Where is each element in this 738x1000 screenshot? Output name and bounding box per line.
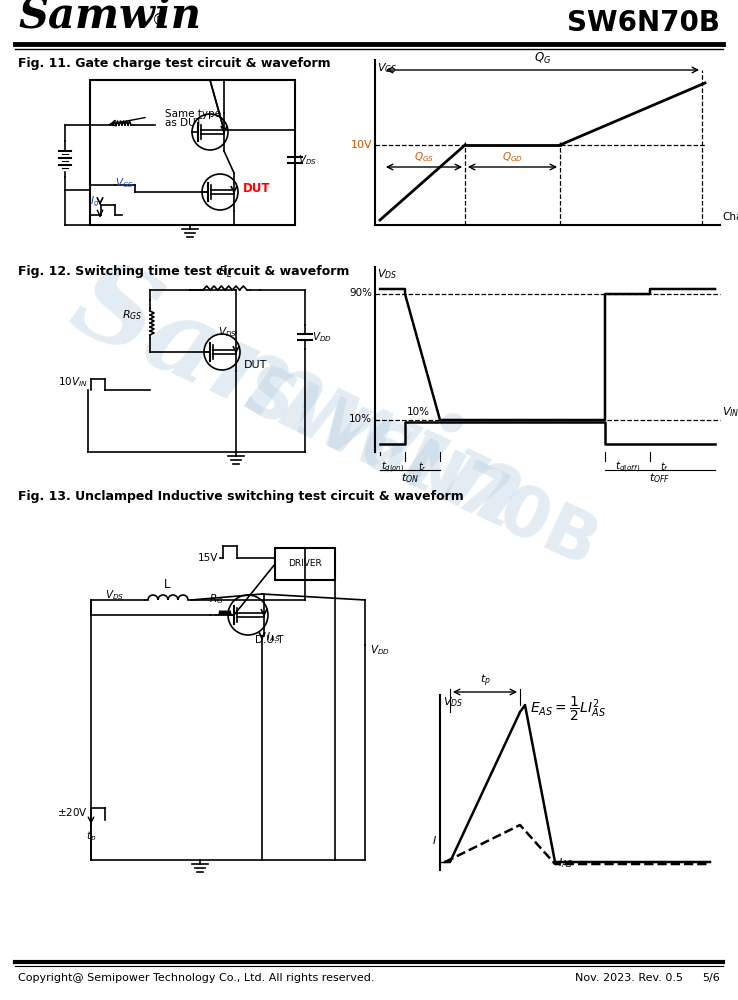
Text: Charge(nC): Charge(nC) [722, 212, 738, 222]
Text: $I_{AS}$: $I_{AS}$ [266, 630, 280, 644]
Text: $Q_G$: $Q_G$ [534, 51, 551, 66]
Text: $R_G$: $R_G$ [209, 592, 223, 606]
Text: Fig. 12. Switching time test circuit & waveform: Fig. 12. Switching time test circuit & w… [18, 265, 349, 278]
Text: $I_{AS}$: $I_{AS}$ [558, 856, 573, 870]
Text: $V_{DS}$: $V_{DS}$ [377, 267, 397, 281]
Circle shape [192, 114, 228, 150]
Text: $t_{d(on)}$: $t_{d(on)}$ [381, 460, 404, 475]
Text: $V_{DS}$: $V_{DS}$ [218, 325, 237, 339]
Text: $10V_{IN}$: $10V_{IN}$ [58, 375, 88, 389]
Text: 10V: 10V [351, 140, 372, 150]
Text: $t_{ON}$: $t_{ON}$ [401, 471, 419, 485]
Text: $V_{DS}$: $V_{DS}$ [443, 695, 463, 709]
Text: Fig. 11. Gate charge test circuit & waveform: Fig. 11. Gate charge test circuit & wave… [18, 57, 331, 70]
Text: 10%: 10% [349, 414, 372, 424]
Text: Samwin: Samwin [56, 248, 544, 552]
Text: ®: ® [152, 13, 168, 28]
Text: 15V: 15V [198, 553, 218, 563]
Text: $R_{GS}$: $R_{GS}$ [122, 308, 142, 322]
Text: $E_{AS}=\dfrac{1}{2}LI_{AS}^2$: $E_{AS}=\dfrac{1}{2}LI_{AS}^2$ [530, 695, 606, 723]
Text: DUT: DUT [243, 182, 271, 196]
Text: SW6N70B: SW6N70B [232, 359, 607, 581]
Text: Copyright@ Semipower Technology Co., Ltd. All rights reserved.: Copyright@ Semipower Technology Co., Ltd… [18, 973, 374, 983]
Text: 5/6: 5/6 [703, 973, 720, 983]
Text: Fig. 13. Unclamped Inductive switching test circuit & waveform: Fig. 13. Unclamped Inductive switching t… [18, 490, 463, 503]
Text: Nov. 2023. Rev. 0.5: Nov. 2023. Rev. 0.5 [575, 973, 683, 983]
Text: $t_f$: $t_f$ [661, 460, 669, 474]
Text: $V_{DS}$: $V_{DS}$ [105, 588, 124, 602]
Text: 10%: 10% [407, 407, 430, 417]
Text: 90%: 90% [349, 288, 372, 298]
Text: $I_g$: $I_g$ [90, 195, 100, 209]
Text: $V_{DS}$: $V_{DS}$ [298, 153, 317, 167]
Bar [90, 80, 295, 225]
Text: $R_L$: $R_L$ [218, 265, 232, 280]
Text: $V_{DD}$: $V_{DD}$ [312, 330, 332, 344]
Text: $I$: $I$ [432, 834, 437, 846]
Text: $t_{d(off)}$: $t_{d(off)}$ [615, 460, 640, 475]
Text: $\pm$20V: $\pm$20V [57, 806, 88, 818]
Text: $t_p$: $t_p$ [86, 830, 96, 844]
Text: L: L [164, 578, 170, 591]
Text: $V_{IN}$: $V_{IN}$ [722, 405, 738, 419]
Text: $t_p$: $t_p$ [480, 673, 491, 689]
Text: $t_{OFF}$: $t_{OFF}$ [649, 471, 671, 485]
Text: Samwin: Samwin [18, 0, 201, 37]
Text: $V_{GS}$: $V_{GS}$ [115, 176, 134, 190]
Bar [275, 548, 335, 580]
Circle shape [228, 595, 268, 635]
Circle shape [204, 334, 240, 370]
Text: DUT: DUT [244, 360, 267, 370]
Text: as DUT: as DUT [165, 118, 202, 128]
Text: $Q_{GD}$: $Q_{GD}$ [502, 150, 523, 164]
Text: D.U.T: D.U.T [255, 635, 283, 645]
Circle shape [202, 174, 238, 210]
Text: $V_{GS}$: $V_{GS}$ [377, 61, 397, 75]
Text: Same type: Same type [165, 109, 221, 119]
Text: $V_{DD}$: $V_{DD}$ [370, 643, 390, 657]
Text: DRIVER: DRIVER [288, 560, 322, 568]
Text: $t_r$: $t_r$ [418, 460, 427, 474]
Text: $Q_{GS}$: $Q_{GS}$ [414, 150, 434, 164]
Text: SW6N70B: SW6N70B [567, 9, 720, 37]
